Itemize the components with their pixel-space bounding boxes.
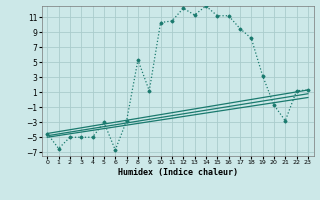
- X-axis label: Humidex (Indice chaleur): Humidex (Indice chaleur): [118, 168, 237, 177]
